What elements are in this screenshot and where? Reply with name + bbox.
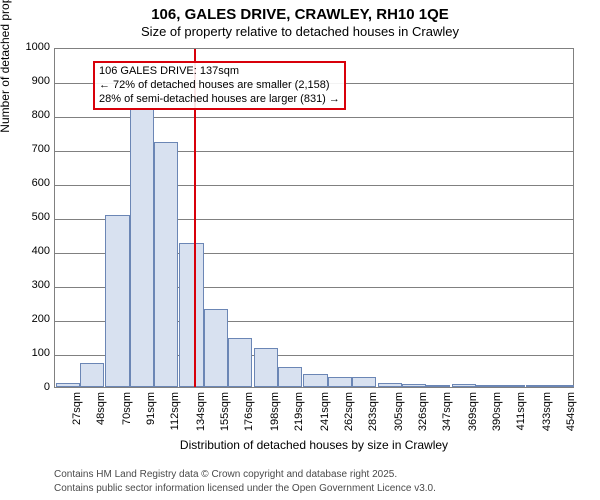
histogram-bar xyxy=(179,243,203,388)
y-tick-label: 400 xyxy=(14,245,50,257)
histogram-bar xyxy=(204,309,228,387)
x-tick-label: 390sqm xyxy=(491,392,503,440)
x-tick-label: 48sqm xyxy=(95,392,107,440)
chart-title: 106, GALES DRIVE, CRAWLEY, RH10 1QE xyxy=(0,6,600,23)
x-tick-label: 454sqm xyxy=(565,392,577,440)
histogram-bar xyxy=(105,215,129,387)
histogram-bar xyxy=(56,383,80,387)
x-tick-label: 219sqm xyxy=(293,392,305,440)
x-tick-label: 155sqm xyxy=(219,392,231,440)
histogram-bar xyxy=(476,385,500,387)
x-tick-label: 198sqm xyxy=(269,392,281,440)
footer-line-1: Contains HM Land Registry data © Crown c… xyxy=(54,469,397,480)
x-tick-label: 134sqm xyxy=(195,392,207,440)
annotation-line: 28% of semi-detached houses are larger (… xyxy=(99,93,340,107)
footer-line-2: Contains public sector information licen… xyxy=(54,483,436,494)
x-tick-label: 27sqm xyxy=(71,392,83,440)
histogram-bar xyxy=(130,108,154,387)
x-tick-label: 283sqm xyxy=(367,392,379,440)
x-tick-label: 262sqm xyxy=(343,392,355,440)
y-tick-label: 800 xyxy=(14,109,50,121)
chart-subtitle: Size of property relative to detached ho… xyxy=(0,24,600,39)
x-tick-label: 326sqm xyxy=(417,392,429,440)
y-tick-label: 1000 xyxy=(14,41,50,53)
y-axis-label: Number of detached properties xyxy=(0,0,12,220)
histogram-bar xyxy=(254,348,278,387)
x-tick-label: 112sqm xyxy=(169,392,181,440)
y-tick-label: 700 xyxy=(14,143,50,155)
chart-container: 106, GALES DRIVE, CRAWLEY, RH10 1QE Size… xyxy=(0,0,600,500)
y-tick-label: 0 xyxy=(14,381,50,393)
plot-area: 106 GALES DRIVE: 137sqm← 72% of detached… xyxy=(54,48,574,388)
annotation-box: 106 GALES DRIVE: 137sqm← 72% of detached… xyxy=(93,61,346,110)
histogram-bar xyxy=(303,374,327,387)
histogram-bar xyxy=(426,385,450,387)
x-tick-label: 70sqm xyxy=(121,392,133,440)
histogram-bar xyxy=(550,385,574,387)
y-tick-label: 600 xyxy=(14,177,50,189)
x-tick-label: 91sqm xyxy=(145,392,157,440)
histogram-bar xyxy=(154,142,178,387)
histogram-bar xyxy=(328,377,352,387)
x-tick-label: 176sqm xyxy=(243,392,255,440)
annotation-line: ← 72% of detached houses are smaller (2,… xyxy=(99,79,340,93)
y-tick-label: 200 xyxy=(14,313,50,325)
histogram-bar xyxy=(526,385,550,387)
x-tick-label: 241sqm xyxy=(319,392,331,440)
histogram-bar xyxy=(378,383,402,387)
x-tick-label: 347sqm xyxy=(441,392,453,440)
histogram-bar xyxy=(500,385,524,387)
x-tick-label: 305sqm xyxy=(393,392,405,440)
x-tick-label: 433sqm xyxy=(541,392,553,440)
y-tick-label: 900 xyxy=(14,75,50,87)
y-tick-label: 100 xyxy=(14,347,50,359)
histogram-bar xyxy=(278,367,302,387)
x-tick-label: 369sqm xyxy=(467,392,479,440)
y-tick-label: 300 xyxy=(14,279,50,291)
y-tick-label: 500 xyxy=(14,211,50,223)
histogram-bar xyxy=(452,384,476,387)
histogram-bar xyxy=(352,377,376,387)
annotation-line: 106 GALES DRIVE: 137sqm xyxy=(99,65,340,79)
x-axis-label: Distribution of detached houses by size … xyxy=(54,438,574,452)
histogram-bar xyxy=(80,363,104,387)
histogram-bar xyxy=(402,384,426,387)
x-tick-label: 411sqm xyxy=(515,392,527,440)
histogram-bar xyxy=(228,338,252,387)
